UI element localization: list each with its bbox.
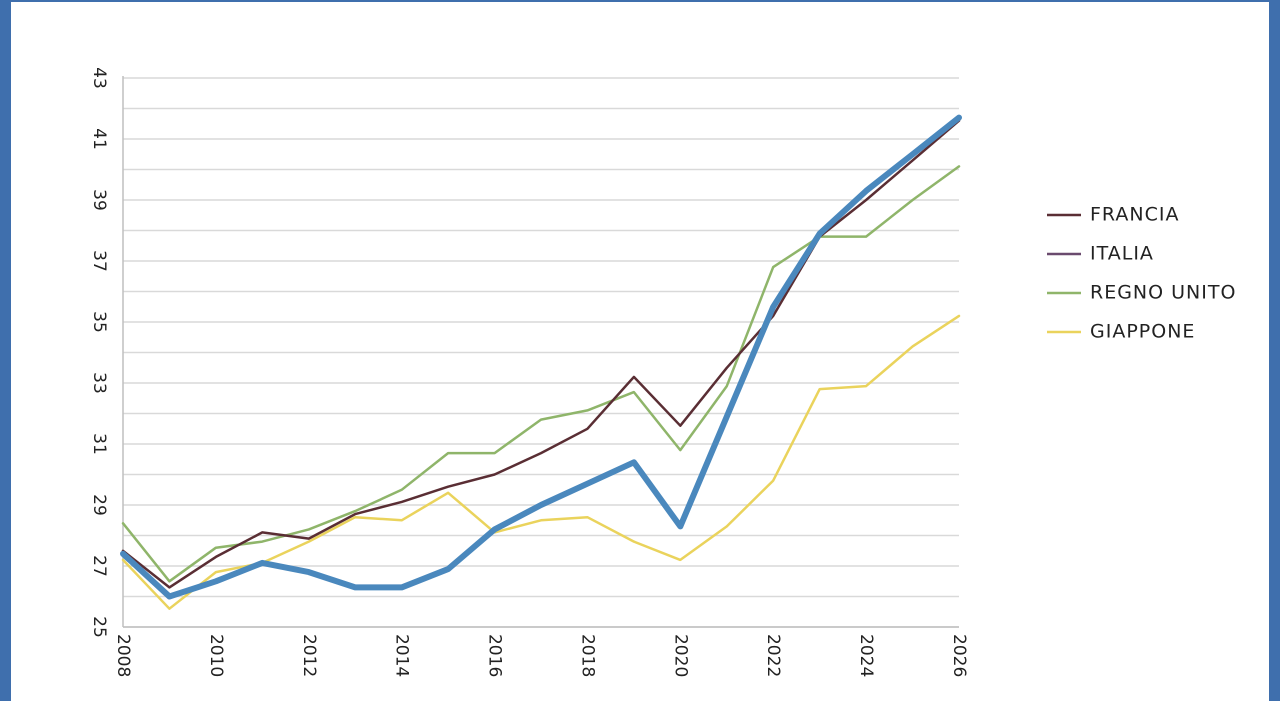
y-tick-labels: 25 27 29 31 33 35 37 39 41 43: [89, 67, 109, 638]
series-line-francia: [121, 119, 961, 589]
legend-label: GIAPPONE: [1090, 321, 1195, 343]
y-tick-label: 31: [89, 433, 109, 455]
line-chart: 25 27 29 31 33 35 37 39 41 43 2008 2010 2012 2014 201…: [89, 67, 1236, 677]
legend-label: REGNO UNITO: [1090, 282, 1236, 304]
series-line-giappone: [121, 314, 961, 610]
x-tick-label: 2010: [206, 634, 226, 677]
y-tick-label: 41: [89, 128, 109, 150]
x-tick-label: 2014: [392, 634, 412, 677]
y-tick-label: 29: [89, 494, 109, 516]
legend-label: ITALIA: [1090, 243, 1154, 265]
x-tick-label: 2008: [113, 634, 133, 677]
x-tick-label: 2024: [856, 634, 876, 677]
y-tick-label: 33: [89, 372, 109, 394]
series-line-italia: [120, 114, 962, 600]
x-tick-label: 2012: [299, 634, 319, 677]
y-tick-label: 39: [89, 189, 109, 211]
x-tick-label: 2020: [670, 634, 690, 677]
y-tick-label: 35: [89, 311, 109, 333]
legend-label: FRANCIA: [1090, 204, 1179, 226]
y-tick-label: 27: [89, 555, 109, 577]
x-tick-label: 2022: [763, 634, 783, 677]
x-tick-labels: 2008 2010 2012 2014 2016 2018 2020 2022 2024 2026: [113, 634, 969, 677]
x-tick-label: 2018: [577, 634, 597, 677]
y-tick-label: 43: [89, 67, 109, 89]
series-lines: [120, 114, 962, 610]
x-tick-label: 2016: [485, 634, 505, 677]
y-tick-label: 25: [89, 616, 109, 638]
x-tick-label: 2026: [949, 634, 969, 677]
legend: FRANCIA ITALIA REGNO UNITO GIAPPONE: [1047, 204, 1236, 343]
axes: [122, 76, 959, 628]
y-tick-label: 37: [89, 250, 109, 272]
